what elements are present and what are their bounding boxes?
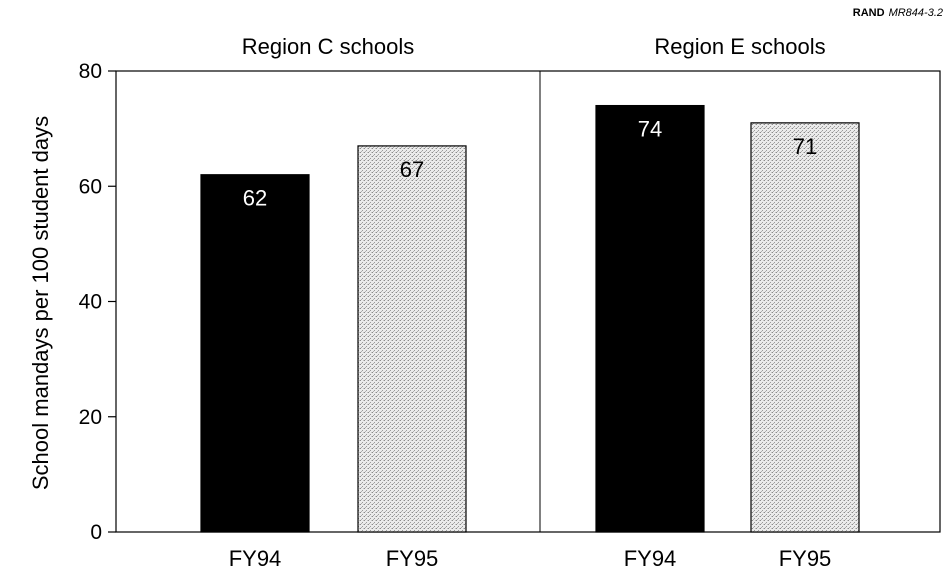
- bar-fy95: [357, 145, 467, 533]
- bar-fy95: [750, 122, 860, 533]
- source-org: RAND: [853, 7, 885, 19]
- panel-title: Region C schools: [242, 34, 414, 59]
- bar-fy94: [200, 174, 310, 533]
- panel-title: Region E schools: [654, 34, 825, 59]
- bar-value-label: 74: [638, 117, 662, 142]
- y-tick-label: 80: [79, 60, 102, 83]
- y-axis-ticks: 0 20 40 60 80: [79, 60, 116, 544]
- x-category-label: FY94: [624, 546, 677, 571]
- source-tag: RAND MR844-3.2: [853, 7, 943, 19]
- bar-value-label: 67: [400, 157, 424, 182]
- x-axis-labels: FY94 FY95 FY94 FY95: [229, 546, 832, 571]
- bar-fy94: [595, 104, 705, 533]
- y-tick-label: 20: [79, 406, 102, 429]
- bars: [200, 104, 860, 533]
- bar-value-labels: 62 67 74 71: [243, 117, 817, 211]
- x-category-label: FY94: [229, 546, 282, 571]
- panel-titles: Region C schools Region E schools: [242, 34, 826, 59]
- y-tick-label: 0: [90, 521, 102, 544]
- x-category-label: FY95: [779, 546, 832, 571]
- x-category-label: FY95: [386, 546, 439, 571]
- y-tick-label: 40: [79, 291, 102, 314]
- bar-value-label: 71: [793, 134, 817, 159]
- y-tick-label: 60: [79, 175, 102, 198]
- y-axis-label: School mandays per 100 student days: [28, 116, 53, 490]
- bar-value-label: 62: [243, 186, 267, 211]
- source-code: MR844-3.2: [889, 7, 943, 19]
